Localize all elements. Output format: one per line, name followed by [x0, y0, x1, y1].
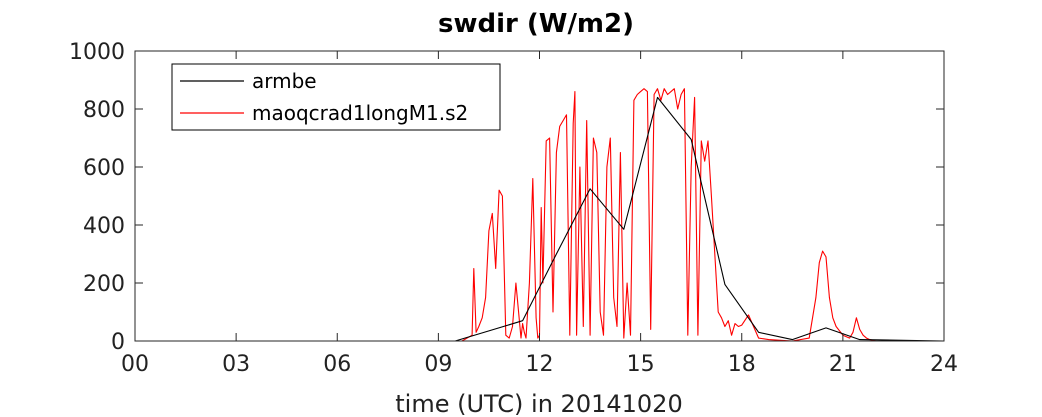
series-line-armbe	[135, 96, 945, 342]
legend-label-armbe: armbe	[252, 69, 317, 93]
x-tick-label-5: 15	[627, 352, 655, 377]
axes-layer: 00 03 06 09 12 15 18 21 24 0 200 400 600 800 1000	[69, 40, 958, 377]
y-tick-label-0: 0	[111, 330, 125, 355]
x-tick-label-6: 18	[728, 352, 756, 377]
x-tick-label-8: 24	[930, 352, 958, 377]
x-axis-label: time (UTC) in 20141020	[395, 390, 682, 417]
x-tick-label-4: 12	[526, 352, 554, 377]
x-tick-label-3: 09	[424, 352, 452, 377]
y-tick-label-2: 400	[83, 214, 125, 239]
y-tick-label-1: 200	[83, 272, 125, 297]
x-tick-label-2: 06	[323, 352, 351, 377]
x-tick-label-0: 00	[121, 352, 149, 377]
x-tick-label-1: 03	[222, 352, 250, 377]
y-tick-label-5: 1000	[69, 40, 125, 65]
legend: armbe maoqcrad1longM1.s2	[171, 63, 501, 131]
legend-box	[171, 63, 501, 131]
legend-label-maoqcrad1longM1-s2: maoqcrad1longM1.s2	[252, 101, 468, 125]
x-tick-label-7: 21	[829, 352, 857, 377]
chart-title: swdir (W/m2)	[438, 9, 634, 39]
y-tick-label-4: 800	[83, 98, 125, 123]
y-tick-label-3: 600	[83, 156, 125, 181]
